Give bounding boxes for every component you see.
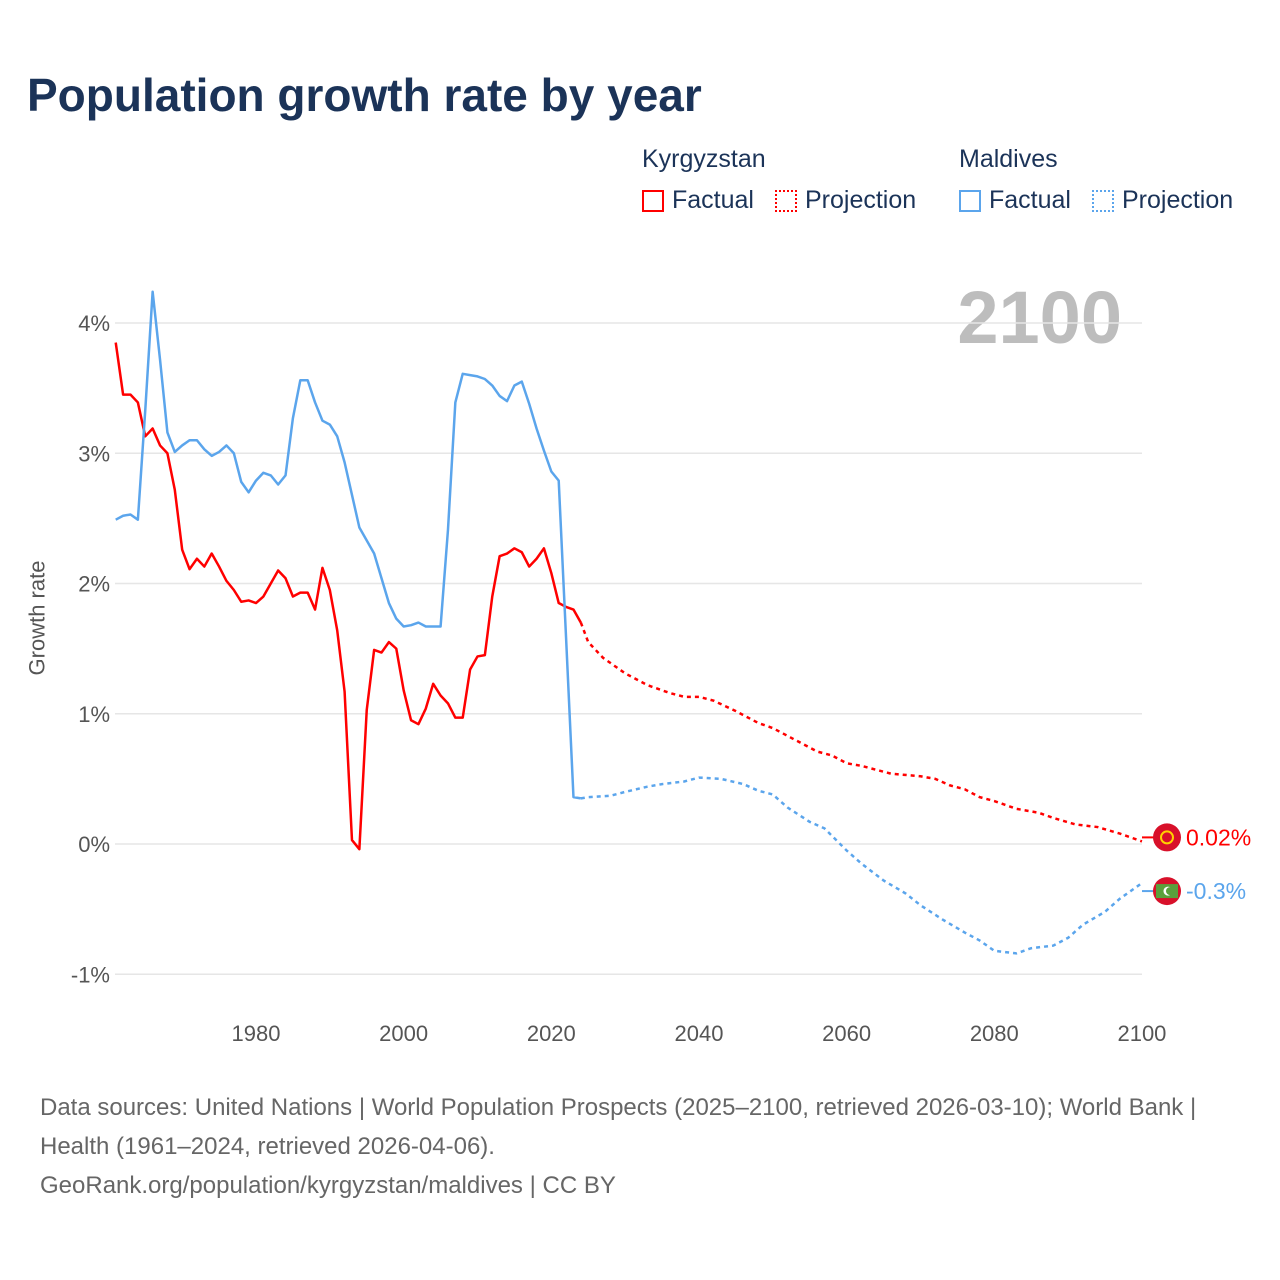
y-tick-label: 0% bbox=[78, 832, 110, 857]
legend-swatch-solid bbox=[642, 189, 664, 212]
y-tick-label: -1% bbox=[71, 962, 110, 987]
source-link[interactable]: GeoRank.org/population/kyrgyzstan/maldiv… bbox=[40, 1172, 616, 1199]
x-tick-label: 2000 bbox=[379, 1021, 428, 1046]
x-tick-label: 2040 bbox=[675, 1021, 724, 1046]
legend-swatch-solid bbox=[959, 189, 981, 212]
kyrgyzstan-projection-line bbox=[579, 622, 1143, 843]
legend-label: Factual bbox=[989, 186, 1071, 214]
x-tick-label: 2080 bbox=[970, 1021, 1019, 1046]
y-tick-label: 3% bbox=[78, 441, 110, 466]
x-tick-label: 2060 bbox=[822, 1021, 871, 1046]
legend-group-maldives: Maldives bbox=[959, 145, 1058, 173]
maldives-factual-line bbox=[115, 290, 582, 800]
x-tick-label: 1980 bbox=[232, 1021, 281, 1046]
source-text: Data sources: United Nations | World Pop… bbox=[40, 1094, 1197, 1160]
kyrgyzstan-flag-icon bbox=[1153, 823, 1181, 852]
legend-label: Projection bbox=[1122, 186, 1234, 214]
y-tick-label: 4% bbox=[78, 311, 110, 336]
x-tick-label: 2020 bbox=[527, 1021, 576, 1046]
maldives-projection-line bbox=[580, 776, 1143, 955]
legend-label: Factual bbox=[672, 186, 754, 214]
y-tick-label: 1% bbox=[78, 702, 110, 727]
kyrgyzstan-end-label: 0.02% bbox=[1186, 824, 1251, 850]
source-note: Data sources: United Nations | World Pop… bbox=[40, 1088, 1240, 1205]
current-year-label: 2100 bbox=[957, 276, 1122, 359]
kyrgyzstan-factual-line bbox=[114, 342, 582, 851]
legend-kyrgyzstan-projection[interactable]: Projection bbox=[775, 186, 916, 215]
legend-kyrgyzstan-factual[interactable]: Factual bbox=[642, 186, 754, 215]
legend-label: Projection bbox=[805, 186, 917, 214]
x-tick-label: 2100 bbox=[1117, 1021, 1166, 1046]
legend-swatch-dotted bbox=[1092, 189, 1114, 212]
legend-group-kyrgyzstan: Kyrgyzstan bbox=[642, 145, 766, 173]
legend-maldives-factual[interactable]: Factual bbox=[959, 186, 1071, 215]
y-tick-label: 2% bbox=[78, 572, 110, 597]
chart-title: Population growth rate by year bbox=[27, 69, 702, 121]
crescent-cut bbox=[1166, 887, 1174, 896]
sun-icon bbox=[1160, 830, 1174, 845]
maldives-end-label: -0.3% bbox=[1186, 878, 1246, 904]
legend-swatch-dotted bbox=[775, 189, 797, 212]
legend-maldives-projection[interactable]: Projection bbox=[1092, 186, 1233, 215]
